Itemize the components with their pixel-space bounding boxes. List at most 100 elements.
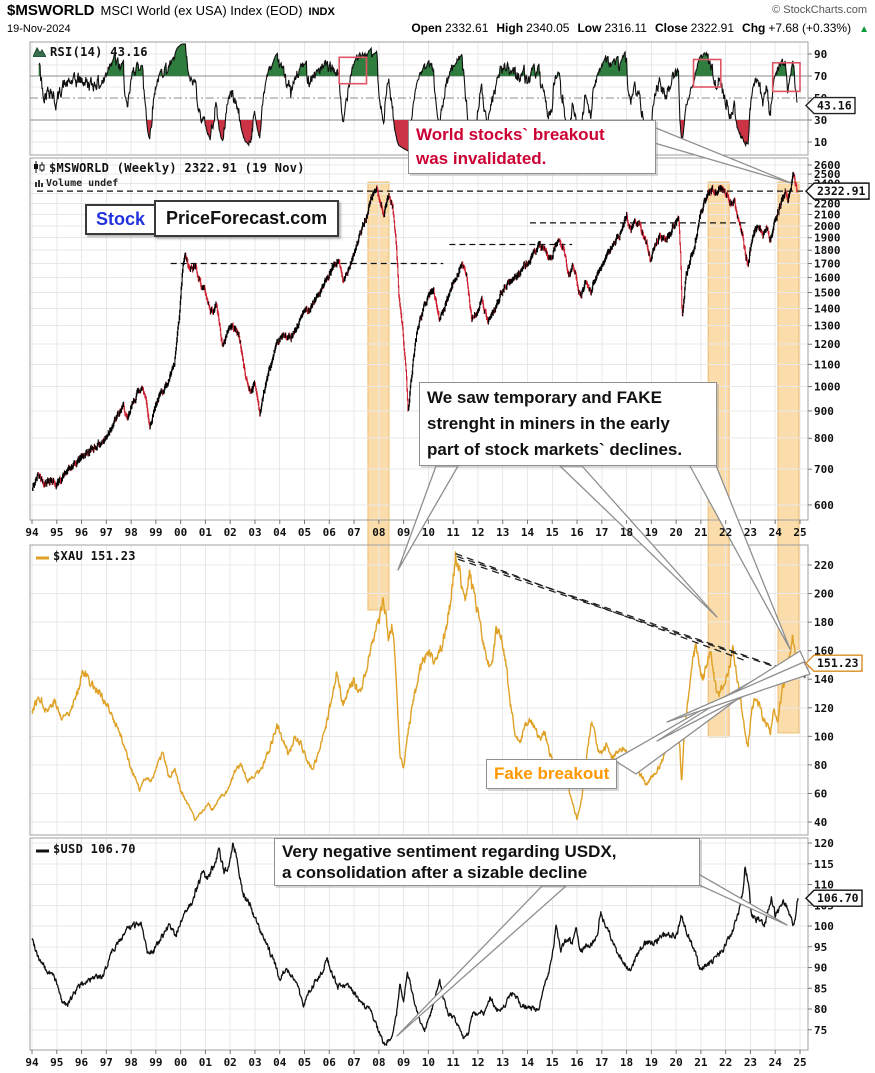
open-value: 2332.61 [445, 21, 489, 35]
axis-tick-label: 98 [124, 526, 137, 539]
axis-tick-label: 800 [814, 432, 834, 445]
axis-tick-label: 11 [447, 526, 461, 539]
axis-tick-label: 02 [224, 1056, 237, 1069]
chg-up-icon: ▲ [859, 24, 869, 35]
axis-tick-label: 03 [248, 526, 261, 539]
axis-tick-label: 1700 [814, 257, 841, 270]
axis-tick-label: 01 [199, 1056, 213, 1069]
axis-tick-label: 220 [814, 559, 834, 572]
rsi-line [38, 43, 798, 152]
axis-tick-label: 80 [814, 759, 827, 772]
axis-tick-label: 15 [546, 526, 559, 539]
axis-tick-label: 2100 [814, 209, 841, 222]
axis-tick-label: 02 [224, 526, 237, 539]
axis-tick-label: 04 [273, 1056, 287, 1069]
open-label: Open [411, 21, 442, 35]
axis-tick-label: 120 [814, 837, 834, 850]
axis-tick-label: 08 [372, 526, 385, 539]
axis-tick-label: 05 [298, 1056, 311, 1069]
axis-tick-label: 04 [273, 526, 287, 539]
axis-tick-label: 40 [814, 816, 827, 829]
main-legend: $MSWORLD (Weekly) 2322.91 (19 Nov) [33, 161, 305, 175]
close-label: Close [654, 21, 688, 35]
axis-tick-label: 18 [620, 1056, 633, 1069]
axis-tick-label: 25 [793, 526, 806, 539]
symbol-name: MSCI World (ex USA) Index (EOD) [100, 3, 303, 18]
axis-tick-label: 200 [814, 588, 834, 601]
axis-tick-label: 24 [769, 526, 783, 539]
rsi-overbought-fill [38, 44, 797, 76]
axis-tick-label: 10 [814, 136, 827, 149]
trend-dashed-line [457, 558, 808, 679]
symbol-exchange: INDX [308, 6, 335, 18]
usd-line [31, 842, 799, 1046]
axis-tick-label: 10 [422, 526, 435, 539]
rsi-area-icon [32, 46, 47, 58]
axis-tick-label: 2200 [814, 198, 841, 211]
trend-dashed-line [456, 555, 777, 668]
axis-tick-label: 2600 [814, 159, 841, 172]
axis-tick-label: 180 [814, 616, 834, 629]
axis-tick-label: 22 [719, 526, 732, 539]
price-value-tag [805, 182, 870, 200]
axis-tick-label: 43.16 [817, 99, 852, 113]
high-label: High [496, 21, 524, 35]
axis-tick-label: 100 [814, 920, 834, 933]
axis-tick-label: 90 [814, 48, 827, 61]
callout-pointer [396, 885, 567, 1037]
axis-tick-label: 97 [100, 1056, 113, 1069]
axis-tick-label: 94 [25, 1056, 39, 1069]
axis-tick-label: 10 [422, 1056, 435, 1069]
volume-bars-icon [35, 180, 43, 187]
panel-border [29, 544, 809, 836]
axis-tick-label: 20 [669, 526, 682, 539]
axis-tick-label: 80 [814, 1003, 827, 1016]
rsi-value-tag [805, 96, 856, 115]
axis-tick-label: 23 [744, 526, 757, 539]
axis-tick-label: 1600 [814, 272, 841, 285]
chart-date: 19-Nov-2024 [7, 23, 71, 35]
axis-tick-label: 90 [814, 962, 827, 975]
axis-tick-label: 96 [75, 1056, 89, 1069]
axis-tick-label: 160 [814, 645, 834, 658]
axis-tick-label: 1000 [814, 381, 841, 394]
usd-line-icon [36, 849, 49, 853]
axis-tick-label: 110 [814, 879, 834, 892]
axis-tick-label: 01 [199, 526, 213, 539]
axis-tick-label: 12 [471, 1056, 484, 1069]
axis-tick-label: 00 [174, 526, 187, 539]
copyright: © StockCharts.com [772, 4, 867, 16]
axis-tick-label: 00 [174, 1056, 187, 1069]
axis-tick-label: 07 [347, 1056, 360, 1069]
axis-tick-label: 20 [669, 1056, 682, 1069]
axis-tick-label: 03 [248, 1056, 261, 1069]
xau-legend: $XAU 151.23 [36, 549, 136, 563]
usd-legend-label: $USD 106.70 [53, 842, 136, 856]
axis-tick-label: 16 [570, 526, 584, 539]
axis-tick-label: 151.23 [817, 656, 859, 670]
rsi-legend-label: RSI(14) 43.16 [50, 45, 148, 59]
axis-tick-label: 94 [25, 526, 39, 539]
axis-tick-label: 97 [100, 526, 113, 539]
axis-tick-label: 11 [447, 1056, 461, 1069]
axis-tick-label: 15 [546, 1056, 559, 1069]
logo-stock: Stock [85, 204, 157, 235]
axis-tick-label: 95 [50, 526, 63, 539]
axis-tick-label: 19 [645, 1056, 658, 1069]
annotation-fake-breakout: Fake breakout [486, 759, 618, 789]
candles-up [32, 172, 795, 491]
symbol-title: $MSWORLD [7, 2, 95, 19]
axis-tick-label: 1900 [814, 232, 841, 245]
callout-pointer [397, 465, 459, 571]
axis-tick-label: 09 [397, 1056, 410, 1069]
axis-tick-label: 12 [471, 526, 484, 539]
axis-tick-label: 05 [298, 526, 311, 539]
axis-tick-label: 24 [769, 1056, 783, 1069]
axis-tick-label: 120 [814, 702, 834, 715]
axis-tick-label: 14 [521, 1056, 535, 1069]
usd-value-tag [805, 889, 863, 907]
axis-tick-label: 1500 [814, 287, 841, 300]
rsi-alert-box [771, 61, 801, 93]
axis-tick-label: 30 [814, 114, 827, 127]
axis-tick-label: 21 [694, 526, 708, 539]
